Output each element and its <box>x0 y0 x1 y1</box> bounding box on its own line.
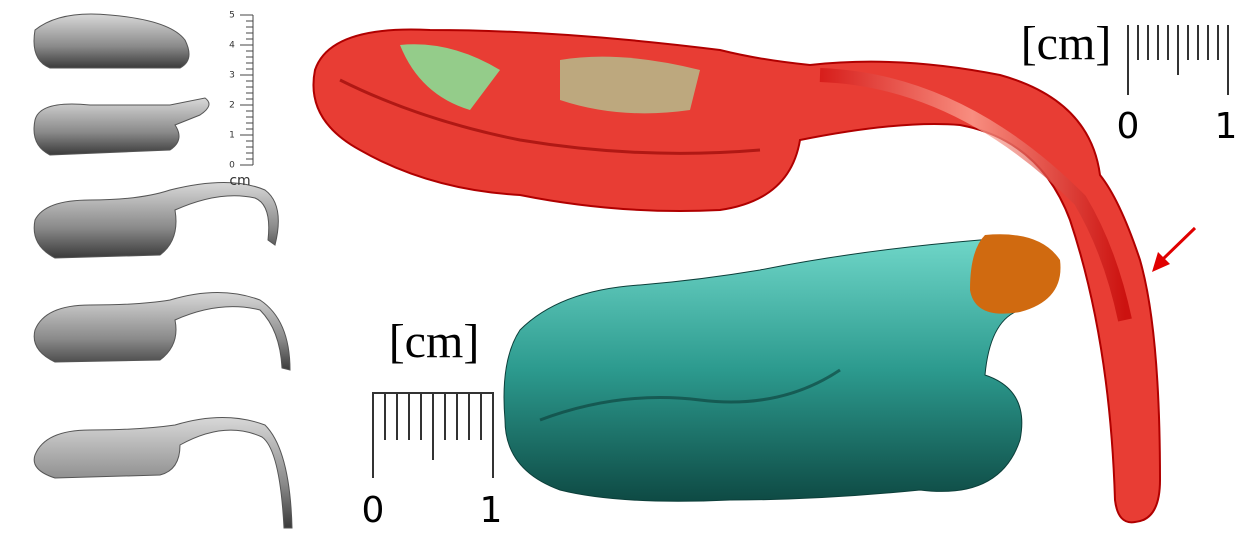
scale-label: 1 <box>480 490 503 531</box>
ruler-label: 5 <box>229 11 235 21</box>
ruler-label: 2 <box>229 101 235 111</box>
teal-model <box>504 234 1061 501</box>
scale-label: 1 <box>1215 106 1238 147</box>
bottom-scale <box>372 393 494 478</box>
scale-label: 0 <box>1117 106 1140 147</box>
ruler-label: 1 <box>229 131 235 141</box>
ruler-label: 4 <box>229 41 235 51</box>
scale-unit: [cm] <box>389 315 480 368</box>
scale-unit: [cm] <box>1021 17 1112 70</box>
ruler-label: 0 <box>229 161 235 171</box>
small-ruler <box>240 15 253 165</box>
ruler-unit: cm <box>229 173 250 189</box>
arrow <box>1152 228 1195 272</box>
top-scale <box>1128 25 1228 95</box>
ruler-label: 3 <box>229 71 235 81</box>
scale-label: 0 <box>362 490 385 531</box>
figure: 5 4 3 2 1 0 cm [cm] 0 1 [cm] <box>0 0 1243 533</box>
